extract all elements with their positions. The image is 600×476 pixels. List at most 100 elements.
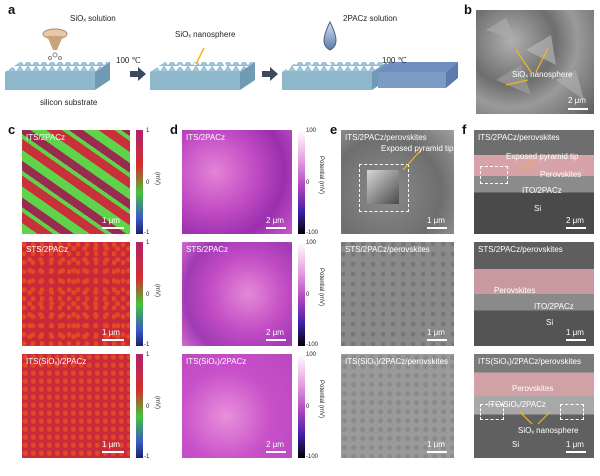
f-layer-ito: ITO/2PACz	[534, 302, 574, 311]
c-colorbar-unit: (mV)	[154, 396, 160, 409]
c-scale-text: 1 μm	[102, 328, 120, 337]
f-layer-perovskite: Perovskites	[540, 170, 582, 179]
f-tip-box	[480, 166, 508, 184]
d-colorbar-min: -100	[306, 342, 319, 348]
e-scalebar	[427, 227, 447, 229]
c-colorbar	[136, 354, 143, 458]
panel-a-schematic	[5, 20, 408, 90]
c-colorbar	[136, 130, 143, 234]
d-scalebar	[266, 339, 286, 341]
c-tile-title: STS/2PACz	[26, 245, 69, 254]
step2-label: SiOₓ nanosphere	[175, 30, 236, 39]
f-siox-box	[560, 404, 584, 420]
e-scale-text: 1 μm	[427, 440, 445, 449]
panel-a-label: a	[8, 2, 16, 17]
e-scalebar	[427, 339, 447, 341]
d-scalebar	[266, 451, 286, 453]
f-note: Exposed pyramid tip	[506, 152, 579, 161]
f-layer-si: Si	[534, 204, 542, 213]
f-tile-title: ITS/2PACz/perovskites	[478, 133, 560, 142]
sem-e-sts: STS/2PACz/perovskites 1 μm	[341, 242, 454, 346]
panel-b-label: b	[464, 2, 472, 17]
c-colorbar-max: 1	[146, 128, 150, 134]
f-layer-perovskite: Perovskites	[512, 384, 554, 393]
c-tile-title: ITS/2PACz	[26, 133, 65, 142]
c-scale-text: 1 μm	[102, 216, 120, 225]
kpfm-d-its-siox: ITS(SiOₓ)/2PACz 2 μm	[182, 354, 292, 458]
c-scalebar	[102, 227, 124, 229]
e-scalebar	[427, 451, 447, 453]
c-colorbar-mid: 0	[146, 180, 150, 186]
c-colorbar-mid: 0	[146, 404, 150, 410]
d-colorbar	[298, 354, 305, 458]
c-colorbar-min: -1	[144, 342, 150, 348]
temp2-label: 100 ℃	[382, 56, 407, 65]
d-scale-text: 2 μm	[266, 216, 284, 225]
pyramid-tip-image	[367, 170, 399, 204]
sem-f-its-siox: ITS(SiOₓ)/2PACz/perovskites Perovskites …	[474, 354, 594, 458]
d-tile-title: ITS/2PACz	[186, 133, 225, 142]
kpfm-c-its-siox: ITS(SiOₓ)/2PACz 1 μm	[22, 354, 130, 458]
d-tile-title: ITS(SiOₓ)/2PACz	[186, 357, 247, 366]
e-note: Exposed pyramid tip	[381, 144, 454, 153]
f-layer-si: Si	[512, 440, 520, 449]
f-tile-title: STS/2PACz/perovskites	[478, 245, 563, 254]
d-colorbar-unit: Potential (mV)	[318, 156, 324, 195]
d-colorbar-mid: 0	[306, 292, 310, 298]
f-tile-title: ITS(SiOₓ)/2PACz/perovskites	[478, 357, 581, 366]
d-scalebar	[266, 227, 286, 229]
kpfm-d-its: ITS/2PACz 2 μm	[182, 130, 292, 234]
d-colorbar-mid: 0	[306, 180, 310, 186]
e-tile-title: STS/2PACz/perovskites	[345, 245, 430, 254]
substrate-step2	[150, 62, 255, 90]
step3-label: 2PACz solution	[343, 14, 398, 23]
process-arrow-icon	[130, 67, 146, 81]
f-layer-si: Si	[546, 318, 554, 327]
c-colorbar-mid: 0	[146, 292, 150, 298]
f-scalebar	[566, 451, 586, 453]
c-colorbar	[136, 242, 143, 346]
sem-e-its-siox: ITS(SiOₓ)/2PACz/perovskites 1 μm	[341, 354, 454, 458]
b-annotation: SiOₓ nanosphere	[512, 70, 573, 79]
c-tile-title: ITS(SiOₓ)/2PACz	[26, 357, 87, 366]
d-scale-text: 2 μm	[266, 440, 284, 449]
panel-d-label: d	[170, 122, 178, 137]
d-scale-text: 2 μm	[266, 328, 284, 337]
c-colorbar-unit: (mV)	[154, 172, 160, 185]
d-colorbar-max: 100	[306, 128, 317, 134]
f-scale-text: 2 μm	[566, 216, 584, 225]
f-note: SiOₓ nanosphere	[518, 426, 579, 435]
process-arrow-icon	[262, 67, 278, 81]
d-colorbar-min: -100	[306, 454, 319, 460]
e-tile-title: ITS(SiOₓ)/2PACz/perovskites	[345, 357, 448, 366]
e-tile-title: ITS/2PACz/perovskites	[345, 133, 427, 142]
f-scalebar	[566, 227, 586, 229]
panel-e-label: e	[330, 122, 338, 137]
d-colorbar-min: -100	[306, 230, 319, 236]
solution-dropper-icon	[42, 28, 68, 60]
substrate-step1	[5, 62, 110, 90]
c-colorbar-unit: (mV)	[154, 284, 160, 297]
f-scale-text: 1 μm	[566, 440, 584, 449]
sem-f-sts: STS/2PACz/perovskites Perovskites ITO/2P…	[474, 242, 594, 346]
f-scalebar	[566, 339, 586, 341]
d-colorbar	[298, 130, 305, 234]
panel-f-label: f	[462, 122, 467, 137]
c-scalebar	[102, 339, 124, 341]
f-layer-ito: ITO/SiOₓ/2PACz	[488, 400, 546, 409]
c-scale-text: 1 μm	[102, 440, 120, 449]
d-colorbar-unit: Potential (mV)	[318, 268, 324, 307]
c-colorbar-min: -1	[144, 454, 150, 460]
f-siox-box	[480, 404, 504, 420]
substrate-label: silicon substrate	[40, 98, 98, 107]
sem-e-its: ITS/2PACz/perovskites Exposed pyramid ti…	[341, 130, 454, 234]
e-scale-text: 1 μm	[427, 328, 445, 337]
c-colorbar-min: -1	[144, 230, 150, 236]
d-colorbar-max: 100	[306, 352, 317, 358]
sem-f-its: ITS/2PACz/perovskites Exposed pyramid ti…	[474, 130, 594, 234]
b-scale-text: 2 μm	[568, 96, 586, 105]
f-layer-perovskite: Perovskites	[494, 286, 536, 295]
sem-image-b: SiOₓ nanosphere 2 μm	[476, 10, 594, 114]
f-layer-ito: ITO/2PACz	[522, 186, 562, 195]
kpfm-d-sts: STS/2PACz 2 μm	[182, 242, 292, 346]
